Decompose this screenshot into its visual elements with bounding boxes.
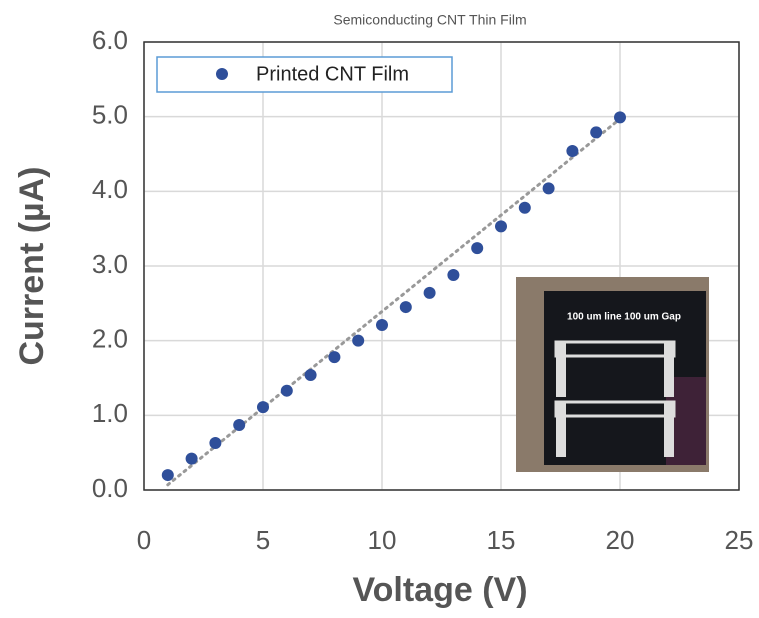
data-point	[328, 351, 341, 364]
data-point	[376, 318, 388, 331]
x-tick-label: 5	[256, 525, 270, 555]
x-tick-label: 20	[606, 525, 635, 555]
data-point	[566, 145, 579, 158]
data-point	[280, 384, 293, 397]
electrode-pad	[556, 402, 566, 457]
electrode-pad	[664, 342, 674, 397]
plot-frame	[143, 41, 740, 491]
x-axis-label: Voltage (V)	[352, 571, 527, 609]
x-tick-label: 10	[368, 525, 397, 555]
y-tick-label: 0.0	[92, 473, 128, 503]
data-point	[590, 126, 603, 139]
data-point	[233, 419, 246, 432]
data-point	[518, 201, 531, 214]
data-point	[209, 436, 222, 449]
y-tick-label: 3.0	[92, 249, 128, 279]
data-point	[423, 286, 436, 299]
data-point	[495, 220, 507, 233]
data-point	[471, 242, 484, 255]
data-point	[185, 452, 198, 465]
y-tick-label: 1.0	[92, 398, 128, 428]
y-tick-label: 4.0	[92, 174, 128, 204]
data-point	[447, 268, 460, 281]
electrode-pad	[664, 402, 674, 457]
legend-marker	[216, 68, 228, 80]
x-tick-label: 15	[487, 525, 516, 555]
y-axis-label: Current (µA)	[13, 166, 51, 365]
data-point	[542, 182, 555, 195]
data-point	[257, 401, 269, 414]
inset-label: 100 um line 100 um Gap	[567, 312, 681, 323]
chart-title: Semiconducting CNT Thin Film	[333, 12, 526, 28]
data-point	[304, 369, 317, 382]
data-point	[352, 334, 365, 347]
y-tick-label: 6.0	[92, 25, 128, 55]
y-tick-label: 2.0	[92, 324, 128, 354]
x-tick-label: 0	[137, 525, 151, 555]
legend-label: Printed CNT Film	[256, 63, 409, 85]
x-tick-label: 25	[725, 525, 754, 555]
data-point	[161, 469, 174, 482]
data-point	[614, 111, 626, 124]
legend-box	[156, 56, 453, 93]
data-point	[399, 301, 412, 314]
y-tick-label: 5.0	[92, 100, 128, 130]
electrode-pad	[556, 342, 566, 397]
